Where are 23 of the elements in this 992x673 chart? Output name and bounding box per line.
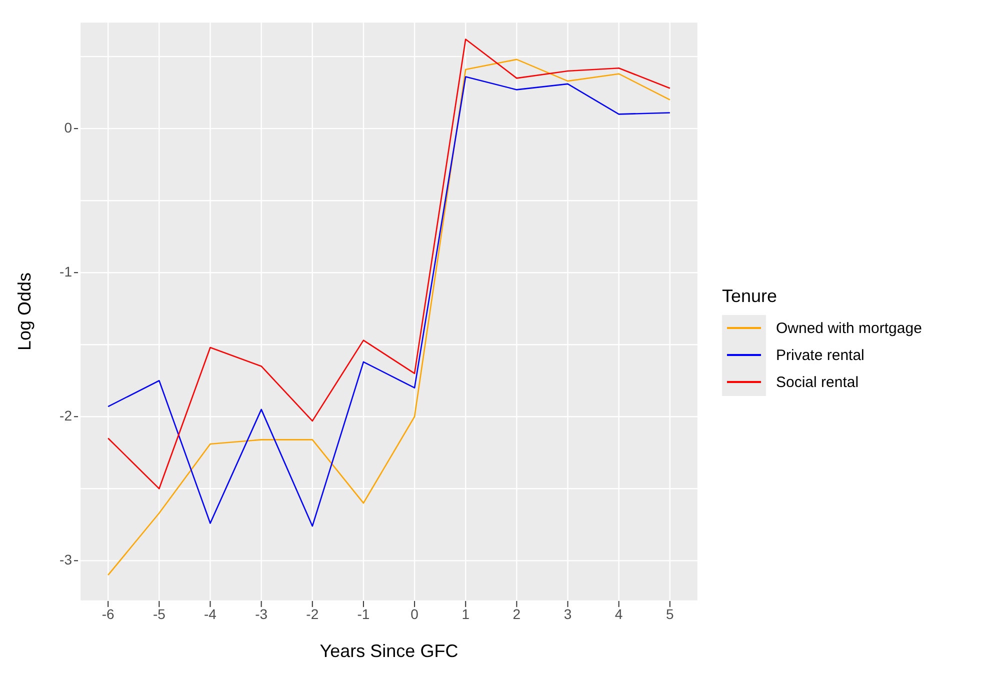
x-tick-label: 1 [462,606,470,622]
x-axis-title: Years Since GFC [320,641,458,661]
x-tick-label: 2 [512,606,521,622]
legend-label: Owned with mortgage [776,320,922,336]
x-tick-label: -5 [152,606,166,622]
y-tick-label: -2 [60,408,72,424]
legend-title: Tenure [722,286,778,306]
line-series [107,38,671,490]
x-tick-label: -6 [102,606,115,622]
x-tick-label: 3 [564,606,572,622]
x-tick-label: 5 [666,606,674,622]
legend-label: Private rental [776,346,864,364]
x-tick-label: 4 [614,606,623,622]
x-tick-label: 0 [410,606,419,622]
y-tick-label: -1 [60,264,72,280]
y-axis-title: Log Odds [14,272,34,351]
y-tick-label: 0 [64,120,72,136]
x-tick-label: -3 [255,606,268,622]
x-tick-label: -1 [357,606,370,622]
legend-label: Social rental [776,374,859,390]
y-tick-label: -3 [60,552,72,568]
x-tick-label: -2 [306,606,319,622]
x-tick-label: -4 [204,606,217,622]
